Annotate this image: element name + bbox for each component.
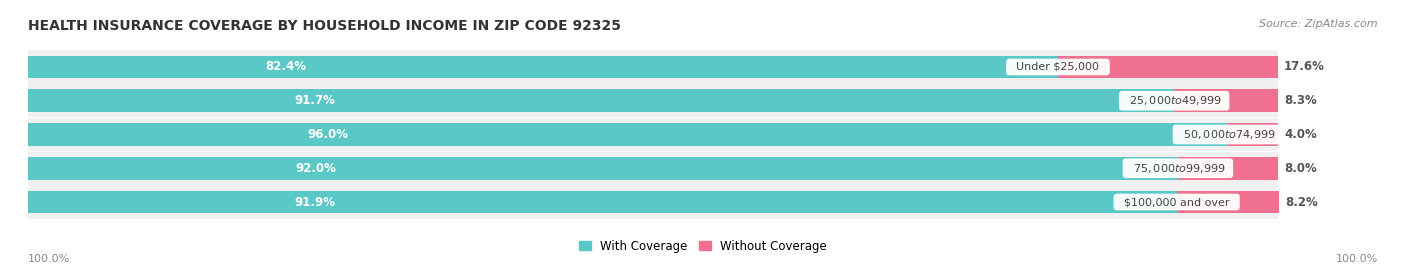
Bar [1177,190,1279,214]
Bar [28,89,1174,112]
Bar [28,157,1178,180]
Bar [1178,157,1278,180]
Text: 100.0%: 100.0% [28,254,70,264]
Text: 91.9%: 91.9% [295,196,336,208]
Text: 82.4%: 82.4% [266,61,307,73]
Text: $75,000 to $99,999: $75,000 to $99,999 [1126,162,1230,175]
Bar [28,55,1057,79]
Text: $50,000 to $74,999: $50,000 to $74,999 [1175,128,1279,141]
Text: 8.3%: 8.3% [1284,94,1317,107]
Bar [28,185,1278,218]
Text: 91.7%: 91.7% [294,94,335,107]
Text: 96.0%: 96.0% [308,128,349,141]
Legend: With Coverage, Without Coverage: With Coverage, Without Coverage [579,240,827,253]
Text: Under $25,000: Under $25,000 [1010,62,1107,72]
Bar [28,51,1278,84]
Text: HEALTH INSURANCE COVERAGE BY HOUSEHOLD INCOME IN ZIP CODE 92325: HEALTH INSURANCE COVERAGE BY HOUSEHOLD I… [28,19,621,33]
Text: 92.0%: 92.0% [295,162,336,175]
Text: Source: ZipAtlas.com: Source: ZipAtlas.com [1260,19,1378,29]
Text: 8.2%: 8.2% [1285,196,1319,208]
Text: $25,000 to $49,999: $25,000 to $49,999 [1122,94,1226,107]
Text: 100.0%: 100.0% [1336,254,1378,264]
Bar [1057,55,1278,79]
Text: 17.6%: 17.6% [1284,61,1324,73]
Bar [1174,89,1278,112]
Bar [28,118,1278,151]
Bar [28,84,1278,117]
Bar [1227,123,1278,146]
Bar [28,190,1177,214]
Bar [28,123,1227,146]
Bar [28,152,1278,185]
Text: 8.0%: 8.0% [1284,162,1317,175]
Text: $100,000 and over: $100,000 and over [1116,197,1236,207]
Text: 4.0%: 4.0% [1284,128,1317,141]
